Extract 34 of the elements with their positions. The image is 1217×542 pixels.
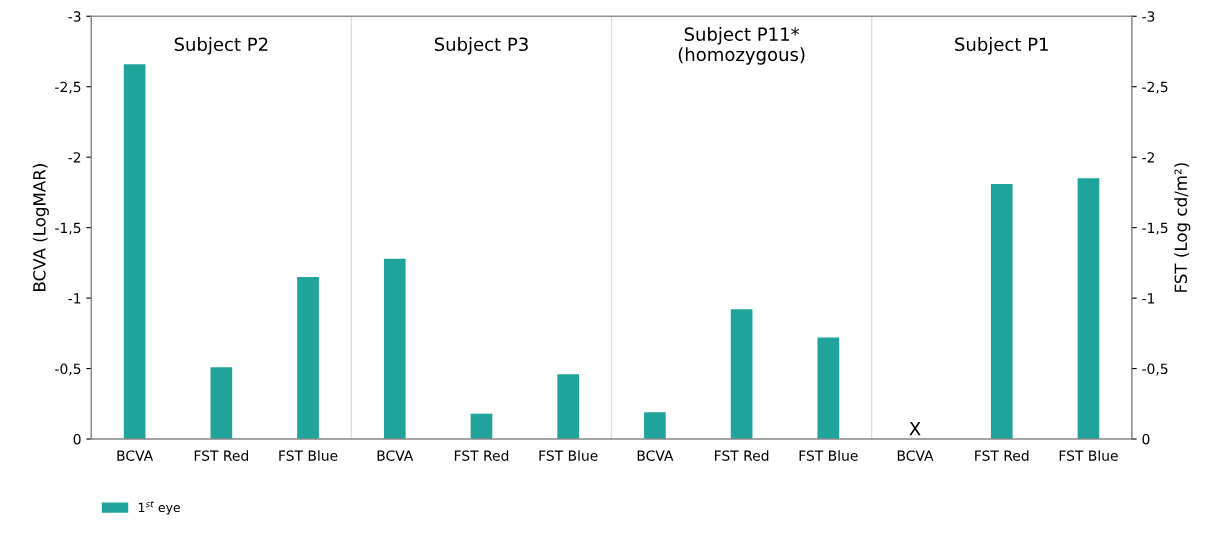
x-tick-label: FST Red	[194, 450, 248, 461]
x-tick-label: FST Blue	[279, 450, 338, 461]
y-tick-label: -3	[68, 11, 81, 22]
x-tick-label: BCVA	[117, 450, 154, 461]
x-tick-label: FST Blue	[539, 450, 598, 461]
annotation: Subject P2	[174, 37, 268, 55]
y2-tick-label: -1	[1142, 293, 1155, 304]
x-tick-label: BCVA	[897, 450, 934, 461]
y-tick-label: -1	[68, 293, 81, 304]
x-tick-label: FST Red	[715, 450, 769, 461]
annotation: Subject P11* (homozygous)	[678, 27, 805, 65]
y2-axis-title: FST (Log cd/m²)	[1174, 163, 1191, 292]
y-tick-label: -0,5	[55, 363, 81, 376]
x-tick-label: FST Blue	[1059, 450, 1118, 461]
x-tick-label: FST Red	[454, 450, 509, 461]
annotation: X	[909, 422, 921, 436]
annotation: Subject P3	[434, 37, 528, 55]
y-axis-title: BCVA (LogMAR)	[32, 164, 49, 291]
y2-tick-label: -1,5	[1142, 222, 1168, 235]
x-tick-label: BCVA	[377, 450, 414, 461]
y2-tick-label: -2	[1142, 152, 1154, 163]
y-tick-label: -2,5	[55, 81, 81, 94]
legend-label: 1$^{st}$ eye	[138, 501, 181, 515]
y-tick-label: 0	[73, 433, 81, 445]
y2-tick-label: 0	[1142, 433, 1150, 445]
y2-tick-label: -0,5	[1142, 363, 1168, 376]
y2-tick-label: -2,5	[1142, 81, 1168, 94]
y2-tick-label: -3	[1142, 11, 1155, 22]
x-tick-label: FST Red	[975, 450, 1029, 461]
x-tick-label: BCVA	[637, 450, 674, 461]
x-tick-label: FST Blue	[799, 450, 858, 461]
y-tick-label: -1,5	[55, 222, 81, 235]
y-tick-label: -2	[68, 152, 81, 163]
annotation: Subject P1	[955, 37, 1048, 55]
